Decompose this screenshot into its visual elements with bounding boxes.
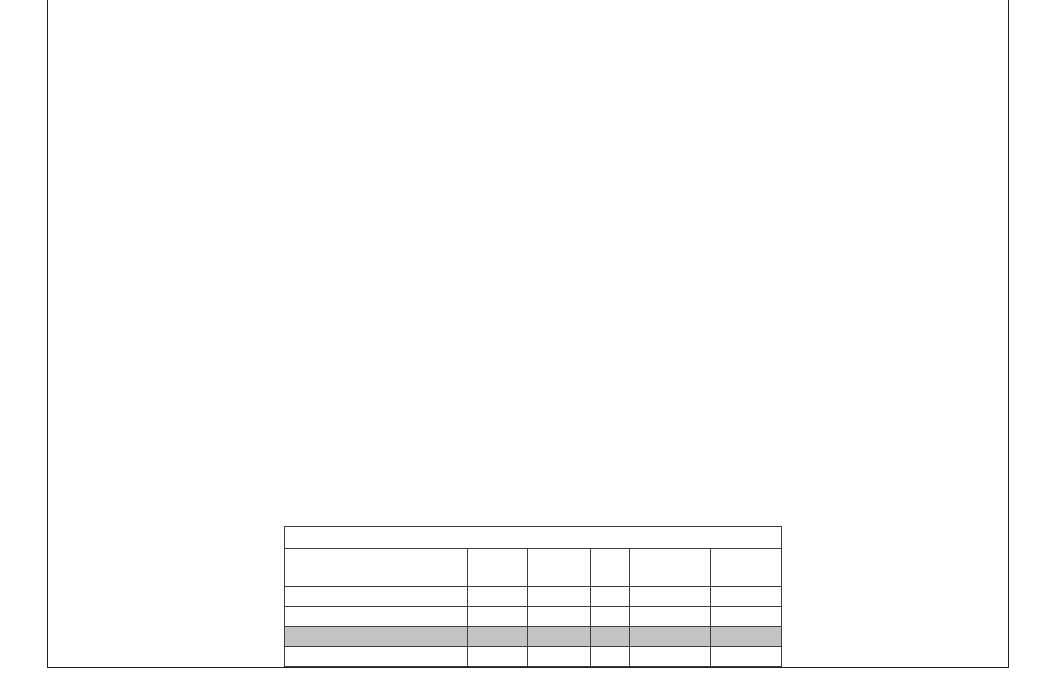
table-cell — [709, 606, 783, 627]
table-header-row — [284, 548, 783, 587]
bottom-chart-source — [533, 453, 933, 465]
table-row-above — [284, 586, 783, 607]
table-cell — [590, 646, 630, 667]
table-cell — [284, 646, 468, 667]
table-cell — [709, 626, 783, 647]
table-cell — [527, 626, 591, 647]
table-cell — [629, 626, 711, 647]
table-cell — [527, 586, 591, 607]
outer-frame — [47, 0, 1009, 668]
table-cell — [527, 646, 591, 667]
legend-item-lt-gov-bond — [106, 3, 139, 19]
table-cell — [590, 606, 630, 627]
table-cell — [467, 586, 528, 607]
table-cell — [467, 646, 528, 667]
table-header-cell — [527, 548, 591, 587]
bottom-chart-legend — [106, 256, 139, 272]
charts-canvas — [0, 0, 1056, 510]
table-cell — [709, 646, 783, 667]
table-cell — [629, 586, 711, 607]
top-chart-source — [533, 236, 933, 248]
table-cell — [629, 606, 711, 627]
table-cell — [629, 646, 711, 667]
table-cell — [590, 586, 630, 607]
table-cell — [284, 586, 468, 607]
table-title — [283, 526, 783, 549]
table-cell — [284, 626, 468, 647]
top-chart-legend — [106, 0, 139, 51]
asset-class-performance-table — [283, 526, 783, 667]
legend-item-t-bill — [106, 19, 139, 35]
table-cell — [590, 626, 630, 647]
table-header-cell — [467, 548, 528, 587]
table-cell — [527, 606, 591, 627]
table-header-cell — [709, 548, 783, 587]
legend-item-cpi-deviation — [106, 256, 139, 272]
table-cell — [467, 626, 528, 647]
table-row-below-highlighted — [284, 626, 783, 647]
table-header-cell — [590, 548, 630, 587]
table-header-cell — [629, 548, 711, 587]
table-header-cell — [284, 548, 468, 587]
table-cell — [709, 586, 783, 607]
table-title-row — [283, 526, 783, 549]
table-cell — [284, 606, 468, 627]
table-cell — [467, 606, 528, 627]
table-row-between — [284, 606, 783, 627]
legend-item-gsci — [106, 35, 139, 51]
table-row-buyhold — [284, 646, 783, 667]
